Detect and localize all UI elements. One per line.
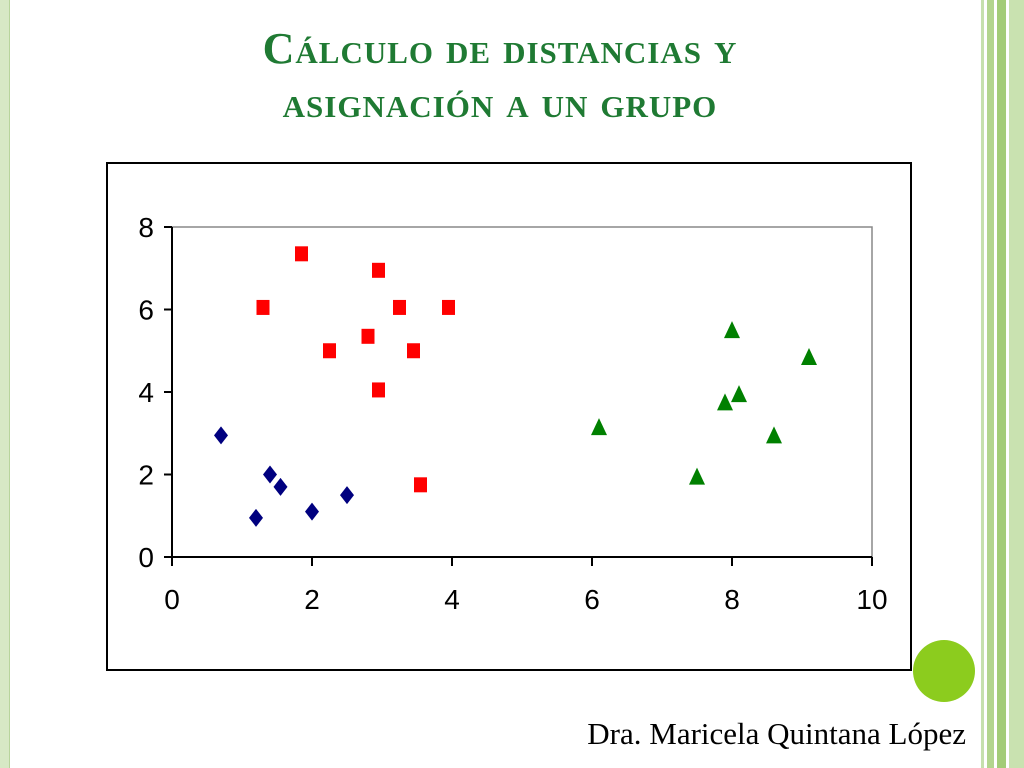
- data-point-triangle: [717, 393, 733, 411]
- y-tick-label: 6: [138, 295, 154, 326]
- slide-title-line-2: asignación a un grupo: [282, 78, 718, 127]
- data-point-triangle: [766, 426, 782, 444]
- data-point-square: [295, 246, 308, 262]
- data-point-square: [323, 343, 336, 359]
- chart-frame: 0 2 4 6 8 0 2 4 6 8 10: [106, 162, 912, 671]
- data-point-square: [442, 299, 455, 315]
- data-point-diamond: [249, 508, 263, 527]
- data-point-triangle: [591, 418, 607, 436]
- data-point-diamond: [305, 502, 319, 521]
- data-point-square: [372, 382, 385, 398]
- slide-title-line-1: Cálculo de distancias y: [262, 24, 738, 73]
- y-tick-label: 8: [138, 212, 154, 243]
- x-tick-label: 4: [444, 584, 460, 615]
- x-tick-label: 10: [856, 584, 887, 615]
- data-point-square: [361, 328, 375, 344]
- y-tick-label: 0: [138, 542, 154, 573]
- data-point-triangle: [724, 321, 740, 339]
- data-point-diamond: [340, 486, 354, 505]
- data-point-triangle: [689, 467, 705, 485]
- data-point-diamond: [273, 477, 288, 496]
- y-tick-label: 2: [138, 460, 154, 491]
- data-point-triangle: [801, 347, 817, 365]
- data-point-square: [393, 299, 406, 315]
- x-tick-label: 0: [164, 584, 180, 615]
- slide-title: Cálculo de distancias y asignación a un …: [60, 22, 940, 130]
- data-point-square: [407, 343, 420, 359]
- scatter-chart: 0 2 4 6 8 0 2 4 6 8 10: [138, 212, 887, 615]
- x-tick-label: 2: [304, 584, 320, 615]
- data-point-triangle: [731, 385, 747, 403]
- x-tick-label: 6: [584, 584, 600, 615]
- left-decorative-border: [0, 0, 10, 768]
- y-tick-label: 4: [138, 377, 154, 408]
- data-point-square: [256, 299, 270, 315]
- data-point-square: [372, 262, 385, 278]
- decorative-green-dot: [913, 640, 975, 702]
- data-point-square: [414, 477, 427, 493]
- data-point-diamond: [214, 426, 228, 445]
- data-point-diamond: [263, 465, 277, 484]
- x-tick-label: 8: [724, 584, 740, 615]
- author-name: Dra. Maricela Quintana López: [587, 716, 966, 751]
- right-decorative-stripes: [978, 0, 1024, 768]
- plot-area: [171, 226, 873, 558]
